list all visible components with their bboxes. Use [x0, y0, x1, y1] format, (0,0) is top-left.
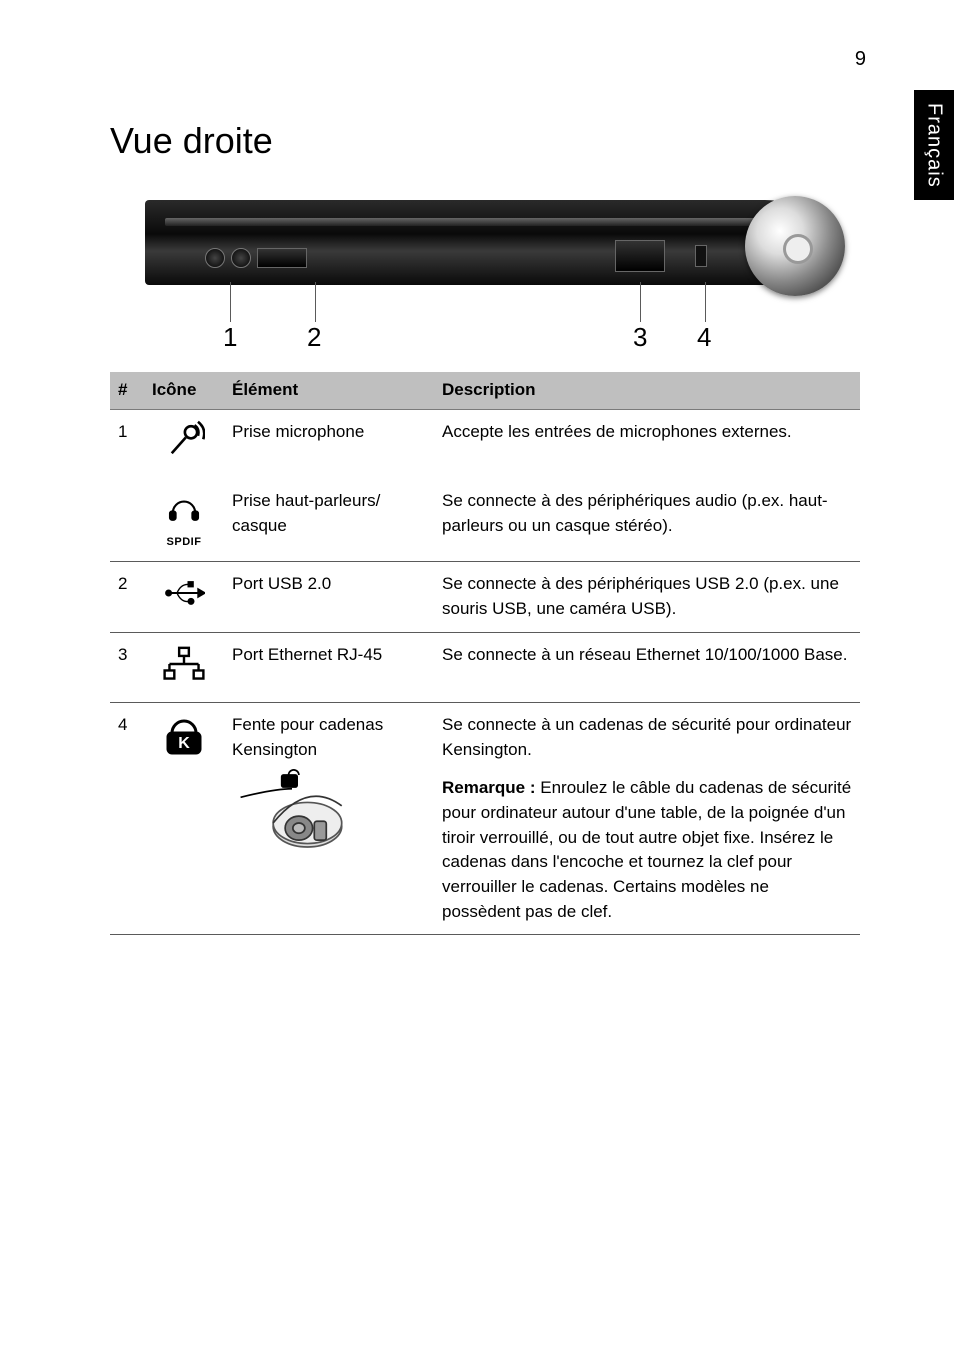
spdif-label: SPDIF	[152, 535, 216, 551]
leader-line-2	[315, 282, 316, 322]
cell-icon: SPDIF	[144, 479, 224, 561]
cell-num: 3	[110, 632, 144, 703]
page-title: Vue droite	[110, 120, 860, 162]
headphones-spdif-icon	[163, 489, 205, 531]
cell-description: Se connecte à des périphériques audio (p…	[434, 479, 860, 561]
table-header-row: # Icône Élément Description	[110, 372, 860, 409]
remark-label: Remarque :	[442, 778, 536, 797]
cell-element-text: Fente pour cadenas Kensington	[232, 715, 383, 759]
microphone-icon	[163, 420, 205, 462]
spec-table: # Icône Élément Description 1	[110, 372, 860, 935]
table-row: 4 K Fente pour cadenas Kensington	[110, 703, 860, 935]
cell-num	[110, 479, 144, 561]
cell-element: Fente pour cadenas Kensington	[224, 703, 434, 935]
laptop-body-shape	[145, 200, 825, 285]
table-row: 2 Port USB 2.0	[110, 561, 860, 632]
right-view-diagram: 1 2 3 4	[135, 190, 835, 350]
port-mic	[205, 248, 225, 268]
table-row: SPDIF Prise haut-parleurs/ casque Se con…	[110, 479, 860, 561]
table-row: 3 Port Ethernet RJ-45	[110, 632, 860, 703]
cell-num: 4	[110, 703, 144, 935]
cell-num: 2	[110, 561, 144, 632]
port-usb	[257, 248, 307, 268]
diagram-callout-1: 1	[223, 322, 237, 353]
cell-description-main: Se connecte à un cadenas de sécurité pou…	[442, 715, 851, 759]
cell-icon	[144, 561, 224, 632]
cell-icon	[144, 409, 224, 479]
table-row: 1 Prise microphone Accepte les entrées d…	[110, 409, 860, 479]
laptop-lid-slit	[165, 218, 755, 226]
port-ethernet	[615, 240, 665, 272]
cell-icon	[144, 632, 224, 703]
usb-icon	[163, 572, 205, 614]
cell-description: Accepte les entrées de microphones exter…	[434, 409, 860, 479]
cell-element: Prise microphone	[224, 409, 434, 479]
cell-element: Prise haut-parleurs/ casque	[224, 479, 434, 561]
page-number: 9	[855, 48, 866, 71]
remark-text: Enroulez le câble du cadenas de sécurité…	[442, 778, 851, 920]
leader-line-3	[640, 282, 641, 322]
th-icon: Icône	[144, 372, 224, 409]
leader-line-1	[230, 282, 231, 322]
cell-num: 1	[110, 409, 144, 479]
th-num: #	[110, 372, 144, 409]
cell-description-remark: Remarque : Enroulez le câble du cadenas …	[442, 776, 852, 924]
leader-line-4	[705, 282, 706, 322]
optical-disc-illustration	[745, 196, 845, 296]
cell-element: Port USB 2.0	[224, 561, 434, 632]
kensington-lock-icon: K	[162, 713, 206, 757]
diagram-callout-2: 2	[307, 322, 321, 353]
cell-description: Se connecte à un réseau Ethernet 10/100/…	[434, 632, 860, 703]
cell-icon: K	[144, 703, 224, 935]
th-element: Élément	[224, 372, 434, 409]
port-kensington	[695, 245, 707, 267]
ethernet-icon	[163, 643, 205, 685]
cell-description: Se connecte à un cadenas de sécurité pou…	[434, 703, 860, 935]
port-headphone	[231, 248, 251, 268]
diagram-callout-3: 3	[633, 322, 647, 353]
page-content: Vue droite 1 2 3 4 # Icône Élément Des	[110, 120, 860, 935]
kensington-3d-illustration	[232, 768, 352, 878]
diagram-callout-4: 4	[697, 322, 711, 353]
language-tab: Français	[914, 90, 954, 200]
cell-description: Se connecte à des périphériques USB 2.0 …	[434, 561, 860, 632]
port-group-audio-usb	[205, 245, 355, 271]
svg-text:K: K	[178, 735, 190, 752]
th-description: Description	[434, 372, 860, 409]
cell-element: Port Ethernet RJ-45	[224, 632, 434, 703]
